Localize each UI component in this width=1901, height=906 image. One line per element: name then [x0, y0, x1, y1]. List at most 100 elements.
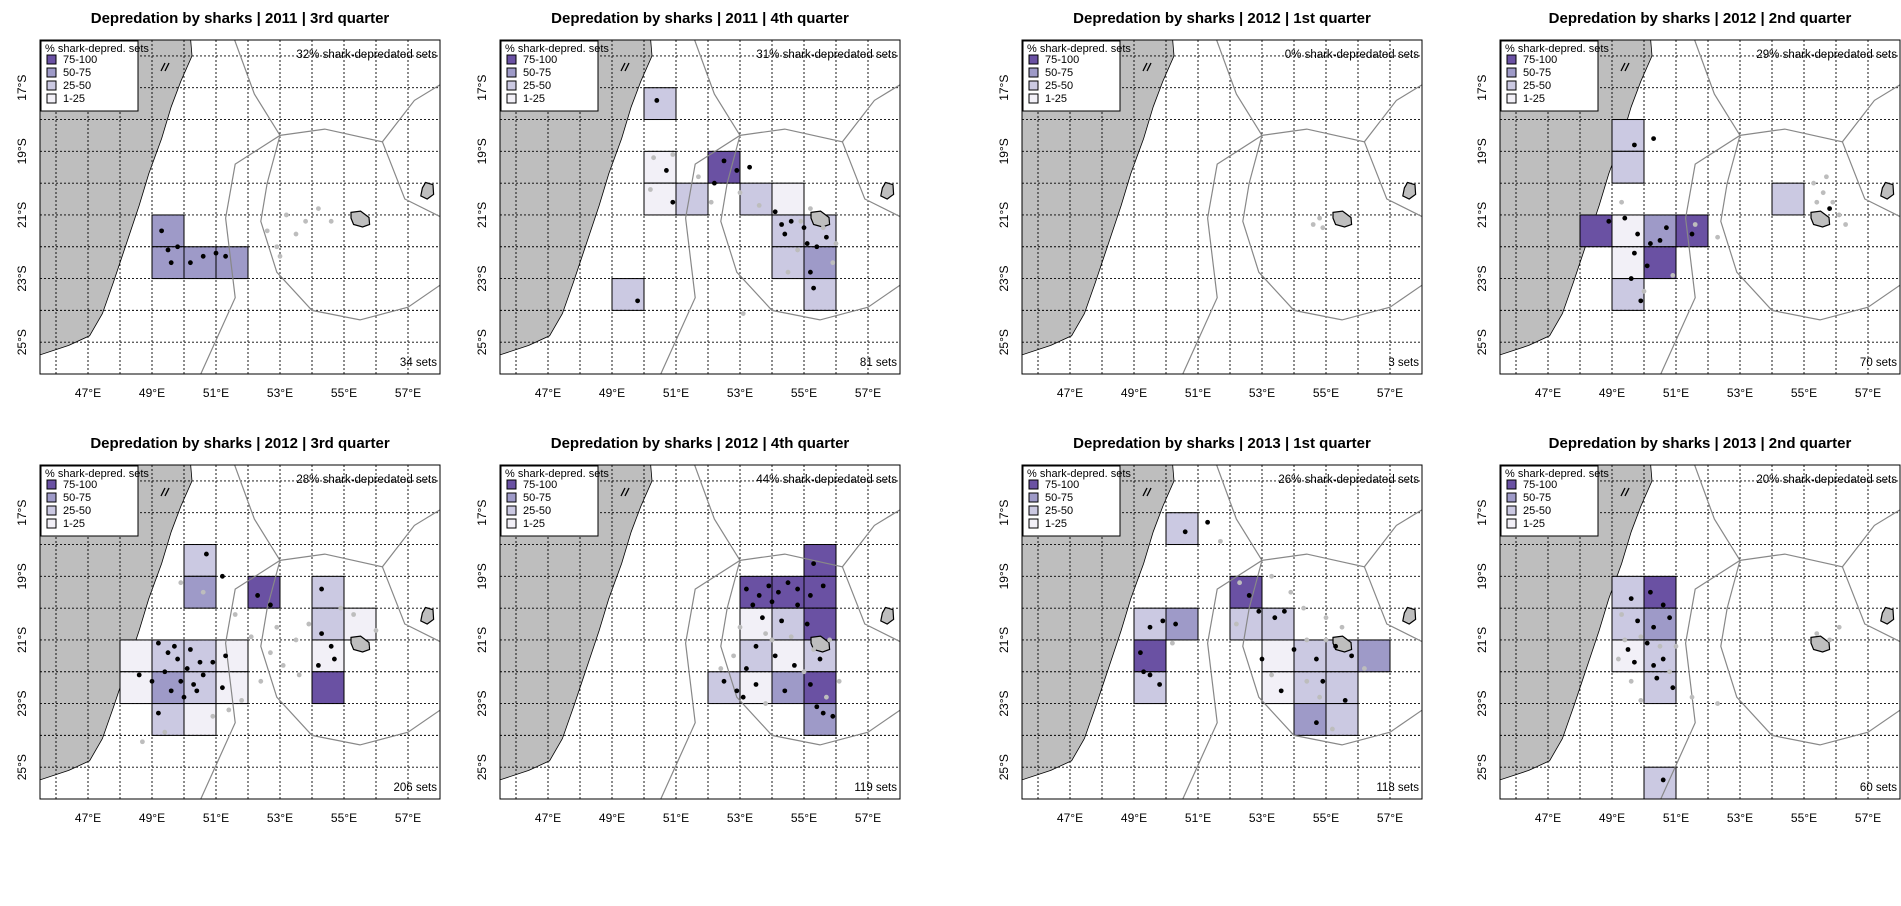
- lat-tick-label: 19°S: [997, 138, 1011, 164]
- non-depredated-set-point: [1622, 637, 1628, 643]
- eez-boundary: [1248, 560, 1263, 609]
- depredated-set-point: [165, 650, 171, 656]
- depredated-set-point: [220, 573, 225, 579]
- lat-tick-label: 25°S: [475, 754, 489, 780]
- lon-tick-label: 51°E: [203, 811, 229, 825]
- non-depredated-set-point: [1288, 589, 1294, 595]
- eez-boundary: [1182, 465, 1263, 799]
- lon-tick-label: 47°E: [75, 386, 101, 400]
- legend-swatch: [46, 67, 57, 78]
- legend-swatch: [46, 93, 57, 104]
- depredated-set-point: [1635, 618, 1640, 624]
- non-depredated-set-point: [788, 634, 794, 640]
- depredation-cell: [151, 703, 185, 736]
- lon-tick-label: 57°E: [1855, 386, 1881, 400]
- lat-tick-label: 25°S: [997, 754, 1011, 780]
- non-depredated-set-point: [1673, 643, 1679, 649]
- legend-label: 25-50: [1523, 80, 1551, 92]
- depredated-set-point: [814, 244, 820, 250]
- legend-label: 1-25: [63, 93, 85, 105]
- depredated-set-point: [1651, 624, 1656, 630]
- legend-label: 25-50: [523, 505, 551, 517]
- depredated-set-point: [1654, 675, 1660, 681]
- legend-label: 75-100: [1523, 479, 1557, 491]
- non-depredated-set-point: [1641, 288, 1647, 294]
- legend-title: % shark-depred. sets: [45, 468, 149, 480]
- depredated-set-point: [1660, 656, 1666, 662]
- reunion-island: [350, 210, 371, 228]
- depredation-cell: [183, 575, 217, 609]
- eez-boundary: [1363, 566, 1422, 643]
- plot-frame: [1021, 39, 1423, 375]
- map-title: Depredation by sharks | 2012 | 3rd quart…: [90, 435, 390, 452]
- depredation-cell: [183, 671, 217, 705]
- lon-tick-label: 47°E: [1057, 386, 1083, 400]
- depredated-set-point: [178, 678, 184, 684]
- lon-tick-label: 57°E: [1377, 811, 1403, 825]
- lat-tick-label: 19°S: [997, 563, 1011, 589]
- non-depredated-set-point: [1323, 637, 1329, 643]
- legend-label: 50-75: [63, 492, 91, 504]
- non-depredated-set-point: [763, 701, 768, 706]
- non-depredated-set-point: [1323, 615, 1329, 621]
- non-depredated-set-point: [1830, 199, 1836, 205]
- axis-break-mark: [1146, 62, 1152, 72]
- lat-tick-label: 19°S: [475, 563, 489, 589]
- mauritius-island: [880, 606, 895, 625]
- depredation-cell: [119, 671, 153, 705]
- depredated-set-point: [1182, 529, 1188, 535]
- depredated-set-point: [804, 621, 810, 627]
- depredated-set-point: [785, 580, 791, 586]
- depredated-set-point: [332, 656, 337, 662]
- depredated-set-point: [1246, 593, 1252, 598]
- depredated-set-point: [316, 663, 321, 668]
- mauritius-island: [880, 181, 895, 200]
- reunion-island: [1810, 635, 1831, 653]
- depredated-set-point: [1173, 621, 1178, 627]
- lon-tick-label: 57°E: [395, 811, 421, 825]
- mauritius-island: [1880, 181, 1895, 200]
- non-depredated-set-point: [1827, 637, 1832, 643]
- axis-break-mark: [1142, 487, 1148, 497]
- depredation-cell: [1611, 150, 1645, 184]
- depredated-set-point: [1314, 720, 1319, 726]
- eez-boundary: [1261, 509, 1422, 568]
- legend-label: 1-25: [1045, 93, 1067, 105]
- legend-box: [500, 40, 599, 112]
- lat-tick-label: 19°S: [1475, 563, 1489, 589]
- depredated-set-point: [804, 241, 810, 246]
- lon-tick-label: 55°E: [331, 811, 357, 825]
- axis-break-mark: [620, 487, 626, 497]
- eez-boundary: [841, 566, 900, 643]
- depredated-set-point: [1638, 298, 1644, 304]
- plot-area: [1022, 465, 1422, 799]
- lon-tick-label: 57°E: [395, 386, 421, 400]
- lon-tick-label: 47°E: [1535, 811, 1561, 825]
- depredated-set-point: [175, 656, 181, 662]
- legend-label: 1-25: [1045, 518, 1067, 530]
- madagascar-land: [1500, 465, 1653, 781]
- non-depredated-set-point: [1317, 215, 1322, 221]
- percent-depredated-label: 0% shark-depredated sets: [1285, 49, 1419, 61]
- depredated-set-point: [782, 688, 788, 694]
- non-depredated-set-point: [338, 605, 344, 611]
- depredation-cell: [119, 639, 153, 673]
- eez-boundary: [1841, 141, 1900, 218]
- map-panel-8: Depredation by sharks | 2013 | 2nd quart…: [1475, 435, 1901, 825]
- eez-boundary: [266, 560, 281, 609]
- non-depredated-set-point: [277, 253, 283, 259]
- legend-swatch: [1506, 518, 1517, 529]
- depredated-set-point: [753, 682, 759, 687]
- depredated-set-point: [830, 713, 836, 719]
- non-depredated-set-point: [1170, 640, 1175, 646]
- lon-tick-label: 53°E: [727, 386, 753, 400]
- lon-tick-label: 51°E: [1185, 811, 1211, 825]
- depredated-set-point: [188, 647, 193, 652]
- depredated-set-point: [750, 602, 756, 608]
- depredated-set-point: [792, 663, 797, 668]
- depredated-set-point: [664, 168, 669, 173]
- non-depredated-set-point: [737, 190, 743, 196]
- depredation-cell: [1611, 575, 1645, 609]
- legend-swatch: [46, 518, 57, 529]
- depredation-cell: [311, 607, 345, 641]
